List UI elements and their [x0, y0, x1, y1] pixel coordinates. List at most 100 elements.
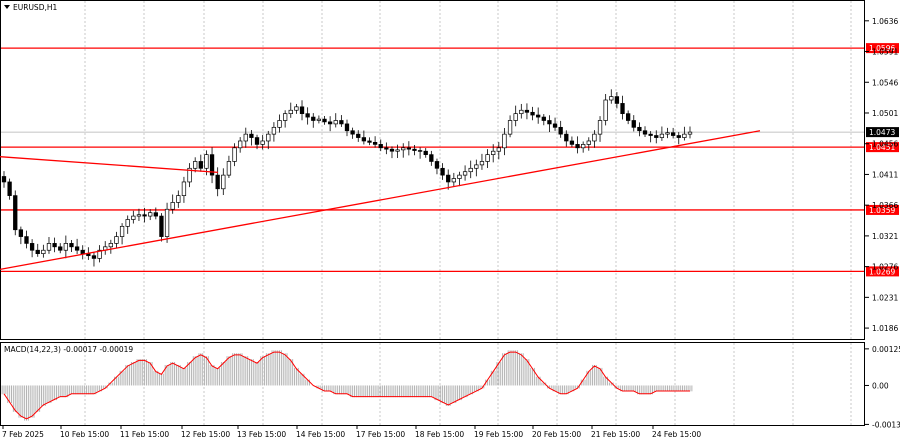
- x-tick-label: 17 Feb 15:00: [356, 430, 405, 439]
- candle-body: [131, 215, 136, 220]
- candle-body: [232, 147, 237, 162]
- candle-body: [541, 116, 546, 121]
- candle-body: [446, 174, 451, 183]
- current-price-tag: [866, 127, 899, 138]
- candle-body: [322, 118, 327, 123]
- candle-body: [344, 123, 350, 132]
- candle-body: [564, 133, 569, 142]
- candle-body: [457, 174, 462, 179]
- y-tick-label: 1.0456: [872, 140, 898, 149]
- x-tick-label: 12 Feb 15:00: [181, 430, 230, 439]
- candle-body: [384, 147, 389, 150]
- candle-body: [659, 133, 665, 138]
- candle-body: [547, 120, 552, 125]
- candle-body: [637, 126, 642, 132]
- x-tick-label: 24 Feb 15:00: [652, 430, 701, 439]
- candle-body: [7, 181, 12, 196]
- candle-body: [491, 150, 496, 155]
- candle-body: [339, 120, 344, 125]
- candle-body: [125, 219, 130, 227]
- candle-body: [519, 109, 524, 115]
- symbol-label[interactable]: EURUSD,H1: [4, 3, 57, 12]
- candle-body: [631, 120, 636, 128]
- trendline[interactable]: [0, 156, 219, 174]
- macd-tick-label: -0.00133: [872, 420, 900, 429]
- symbol-label-text: EURUSD,H1: [13, 3, 57, 12]
- y-tick-label: 1.0546: [872, 78, 898, 87]
- level-price-text: 1.0359: [869, 206, 895, 215]
- candle-body: [417, 150, 423, 152]
- trendline[interactable]: [0, 130, 761, 270]
- candle-body: [181, 181, 187, 196]
- candle-body: [282, 113, 288, 121]
- candle-body: [249, 133, 254, 138]
- candle-body: [614, 96, 620, 104]
- candle-body: [592, 133, 597, 142]
- dropdown-triangle-icon: [4, 5, 10, 9]
- candle-body: [412, 148, 417, 151]
- level-price-tag: [866, 204, 899, 215]
- candle-body: [350, 130, 355, 135]
- candle-body: [434, 161, 440, 169]
- candle-body: [462, 171, 468, 176]
- candle-body: [479, 161, 485, 166]
- level-price-text: 1.0451: [869, 143, 895, 152]
- price-panel-frame: [0, 0, 865, 340]
- y-tick-label: 1.0501: [872, 109, 898, 118]
- candle-body: [266, 133, 271, 142]
- candle-body: [294, 106, 299, 111]
- macd-label: MACD(14,22,3) -0.00017 -0.00019: [4, 345, 133, 354]
- candle-body: [586, 140, 591, 145]
- level-price-text: 1.0269: [869, 267, 895, 276]
- x-tick-label: 19 Feb 15:00: [474, 430, 523, 439]
- candle-body: [58, 246, 63, 251]
- candle-body: [670, 132, 676, 136]
- candle-body: [176, 195, 181, 203]
- candle-body: [642, 130, 648, 135]
- level-price-tag: [866, 43, 899, 54]
- candle-body: [209, 154, 215, 176]
- candle-body: [356, 133, 361, 138]
- candle-body: [406, 147, 412, 150]
- candle-body: [114, 236, 119, 244]
- y-tick-label: 1.0411: [872, 170, 898, 179]
- candle-body: [513, 113, 518, 121]
- candle-body: [1, 176, 7, 183]
- candle-body: [193, 161, 198, 169]
- candle-body: [401, 147, 406, 151]
- candle-body: [378, 144, 383, 149]
- candle-body: [654, 135, 659, 138]
- candle-body: [372, 141, 378, 145]
- macd-panel-frame: [0, 342, 865, 426]
- candle-body: [52, 243, 57, 248]
- trendlines[interactable]: [0, 130, 761, 270]
- candle-body: [288, 109, 293, 115]
- candle-body: [581, 144, 586, 149]
- level-price-text: 1.0596: [869, 44, 895, 53]
- candle-body: [41, 249, 46, 254]
- candle-body: [665, 132, 670, 135]
- candle-body: [170, 202, 175, 210]
- candle-body: [271, 126, 277, 135]
- candle-body: [524, 109, 530, 113]
- candle-body: [536, 114, 541, 118]
- time-axis: 7 Feb 2025 10 Feb 15:00 11 Feb 15:00 12 Feb…: [2, 426, 701, 439]
- candle-body: [569, 140, 575, 145]
- candle-body: [687, 131, 693, 135]
- candle-body: [597, 120, 603, 135]
- candle-body: [204, 154, 209, 169]
- level-price-tag: [866, 266, 899, 277]
- candle-body: [260, 140, 265, 145]
- candle-body: [63, 243, 69, 251]
- candle-body: [305, 113, 310, 118]
- price-axis: 1.0636 1.0591 1.0546 1.0501 1.0456 1.0411 1.03…: [865, 17, 900, 429]
- candle-body: [24, 236, 29, 244]
- macd-histogram: [1, 350, 693, 421]
- candle-body: [316, 118, 322, 121]
- candle-body: [603, 99, 608, 121]
- candle-body: [29, 243, 35, 251]
- candle-body: [676, 135, 681, 138]
- candle-body: [395, 149, 400, 152]
- macd-tick-label: 0.00125: [872, 345, 900, 354]
